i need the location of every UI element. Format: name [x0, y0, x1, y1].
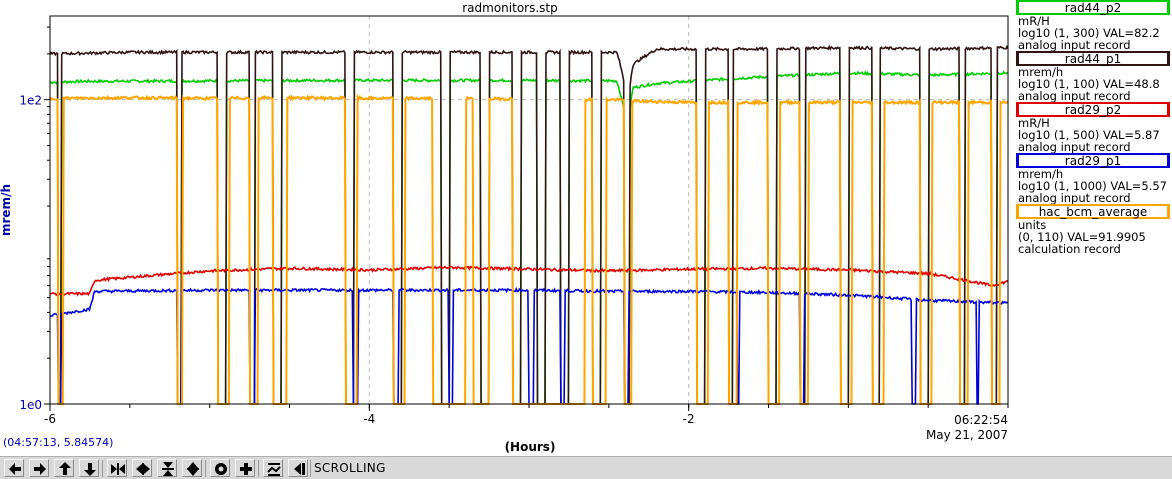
pan-up-icon [59, 462, 71, 475]
legend-series-name[interactable]: hac_bcm_average [1016, 204, 1170, 219]
legend: rad44_p2 mR/H log10 (1, 300) VAL=82.2 analo… [1014, 0, 1172, 255]
legend-detail-line: log10 (1, 1000) VAL=5.57 [1018, 179, 1167, 193]
zoom-in-x-button[interactable] [107, 459, 127, 477]
x-tick-label: -6 [44, 412, 56, 426]
coordinate-readout: (04:57:13, 5.84574) [3, 436, 114, 449]
toolbar: SCROLLING [0, 456, 1172, 479]
fit-button[interactable] [263, 459, 283, 477]
toolbar-separator [102, 460, 103, 477]
legend-series-name[interactable]: rad29_p2 [1016, 102, 1170, 117]
legend-detail-line: (0, 110) VAL=91.9905 [1018, 230, 1146, 244]
chart-title: radmonitors.stp [462, 1, 558, 15]
pan-down-button[interactable] [79, 459, 99, 477]
zoom-out-x-button[interactable] [132, 459, 152, 477]
legend-series-name[interactable]: rad44_p1 [1016, 51, 1170, 66]
add-button[interactable] [235, 459, 255, 477]
scroll-toggle-icon [294, 463, 305, 475]
pan-left-icon [9, 463, 21, 475]
add-icon [240, 463, 252, 475]
zoom-in-y-button[interactable] [157, 459, 177, 477]
legend-item[interactable]: rad44_p1 mrem/h log10 (1, 100) VAL=48.8 ana… [1014, 51, 1172, 102]
pan-up-button[interactable] [54, 459, 74, 477]
chart[interactable]: radmonitors.stp -6 -4 -2 1e2 1e0 mrem/h (Hou… [0, 0, 1014, 456]
legend-item[interactable]: rad29_p1 mrem/h log10 (1, 1000) VAL=5.57 an… [1014, 153, 1172, 204]
legend-detail-line: mrem/h [1018, 65, 1064, 79]
legend-detail-line: mR/H [1018, 14, 1050, 28]
zoom-out-x-icon [136, 463, 150, 475]
x-end-time: 06:22:54 [954, 413, 1008, 427]
fit-icon [267, 463, 281, 476]
scroll-toggle-button[interactable] [288, 459, 308, 477]
legend-detail-line: analog input record [1018, 140, 1131, 154]
legend-series-name[interactable]: rad29_p1 [1016, 153, 1170, 168]
legend-detail-line: analog input record [1018, 38, 1131, 52]
zoom-in-y-icon [162, 462, 174, 476]
legend-detail-line: log10 (1, 100) VAL=48.8 [1018, 77, 1160, 91]
toolbar-separator [310, 460, 311, 477]
legend-detail-line: analog input record [1018, 89, 1131, 103]
pan-right-icon [34, 463, 46, 475]
legend-detail-line: units [1018, 218, 1047, 232]
legend-detail-line: log10 (1, 500) VAL=5.87 [1018, 128, 1160, 142]
x-tick-label: -2 [683, 412, 695, 426]
pan-down-icon [84, 463, 96, 476]
legend-series-name[interactable]: rad44_p2 [1016, 0, 1170, 15]
axes: -6 -4 -2 1e2 1e0 [19, 15, 1009, 426]
pan-left-button[interactable] [4, 459, 24, 477]
zoom-out-y-button[interactable] [182, 459, 202, 477]
legend-item[interactable]: rad29_p2 mR/H log10 (1, 500) VAL=5.87 analo… [1014, 102, 1172, 153]
legend-detail-line: log10 (1, 300) VAL=82.2 [1018, 26, 1160, 40]
series-layer [49, 44, 1009, 405]
legend-detail-line: mrem/h [1018, 167, 1064, 181]
series-line-rad29_p1 [49, 286, 1009, 405]
legend-item[interactable]: rad44_p2 mR/H log10 (1, 300) VAL=82.2 analo… [1014, 0, 1172, 51]
mode-label: SCROLLING [314, 461, 386, 475]
legend-item[interactable]: hac_bcm_average units (0, 110) VAL=91.9905… [1014, 204, 1172, 255]
x-tick-label: -4 [363, 412, 375, 426]
y-axis-label: mrem/h [0, 184, 13, 236]
legend-detail-line: calculation record [1018, 242, 1121, 256]
reset-button[interactable] [210, 459, 230, 477]
legend-detail-line: mR/H [1018, 116, 1050, 130]
y-tick-label: 1e0 [19, 398, 42, 412]
zoom-in-x-icon [111, 463, 125, 475]
legend-detail-line: analog input record [1018, 191, 1131, 205]
x-axis-label: (Hours) [505, 440, 556, 454]
y-tick-label: 1e2 [19, 94, 42, 108]
zoom-out-y-icon [187, 462, 199, 476]
series-line-rad29_p2 [49, 264, 1009, 297]
pan-right-button[interactable] [29, 459, 49, 477]
toolbar-separator [258, 460, 259, 477]
reset-icon [215, 463, 227, 475]
toolbar-separator [205, 460, 206, 477]
x-end-date: May 21, 2007 [926, 428, 1008, 442]
